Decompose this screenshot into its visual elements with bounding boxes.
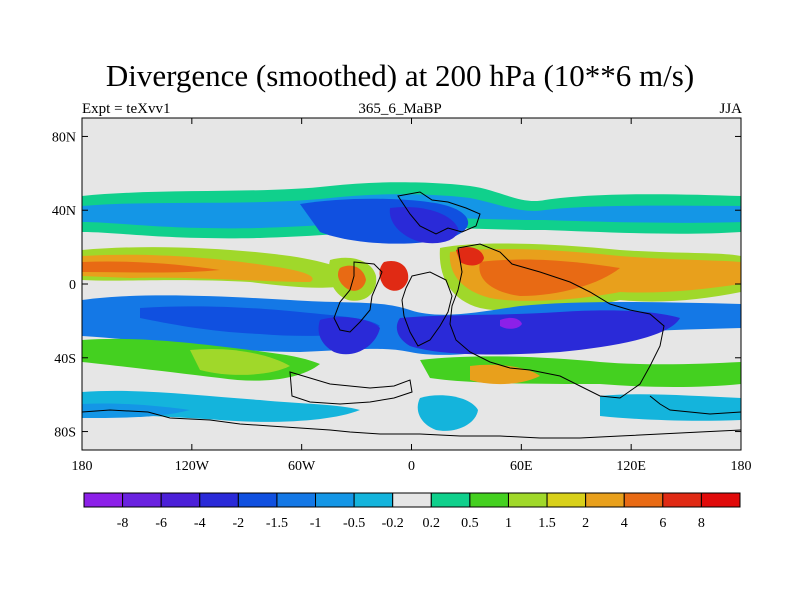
colorbar-label: -4	[194, 516, 206, 531]
y-tick-label: 40N	[52, 204, 76, 219]
contour-positive-small-core	[338, 265, 366, 291]
colorbar-swatch	[469, 492, 509, 508]
contour-positive-1.5-south	[190, 348, 290, 375]
y-tick-label: 0	[69, 278, 76, 293]
x-tick-label: 0	[408, 459, 415, 474]
colorbar-swatch	[276, 492, 317, 508]
colorbar-swatch	[585, 492, 625, 508]
colorbar-swatch	[315, 492, 355, 508]
contour-positive-6	[456, 247, 484, 266]
colorbar-swatch	[700, 492, 741, 508]
colorbar-label: -8	[117, 516, 129, 531]
colorbar-label: 4	[621, 516, 628, 531]
coastlines	[82, 191, 741, 439]
y-axis: 80N 40N 0 40S 80S	[52, 130, 741, 441]
map-field	[82, 118, 741, 450]
colorbar-swatch	[83, 492, 124, 508]
contour-negative-4-atlantic	[318, 317, 380, 355]
colorbar-label: -1	[310, 516, 322, 531]
colorbar-label: -6	[155, 516, 167, 531]
y-tick-label: 80S	[54, 426, 76, 441]
contour-positive-4	[82, 261, 220, 273]
contour-positive-africa	[379, 260, 409, 291]
colorbar-label: -1.5	[266, 516, 288, 531]
x-tick-label: 180	[731, 459, 752, 474]
colorbar-label: -0.2	[382, 516, 404, 531]
colorbar-swatch	[353, 492, 394, 508]
coastline-antarctic-peninsula	[289, 371, 413, 405]
colorbar-swatch	[662, 492, 702, 508]
colorbar-label: -2	[233, 516, 245, 531]
x-tick-label: 180	[72, 459, 93, 474]
colorbar-swatch	[199, 492, 239, 508]
x-tick-label: 120E	[616, 459, 646, 474]
coastline-antarctica-east	[649, 395, 741, 415]
run-label: 365_6_MaBP	[358, 101, 442, 117]
colorbar-swatch	[392, 492, 432, 508]
colorbar-label: 0.5	[461, 516, 479, 531]
colorbar-swatch	[122, 492, 162, 508]
colorbar-label: 0.2	[423, 516, 441, 531]
colorbar-label: 6	[659, 516, 666, 531]
contour-negative-0.5-south	[82, 403, 190, 418]
x-tick-label: 120W	[175, 459, 210, 474]
experiment-label: Expt = teXvv1	[82, 101, 171, 117]
coastline-africa	[401, 271, 453, 347]
contour-positive-4-east	[479, 259, 620, 296]
colorbar-swatch	[507, 492, 548, 508]
colorbar-label: 8	[698, 516, 705, 531]
colorbar-swatch	[430, 492, 471, 508]
contour-negative-4	[389, 206, 459, 244]
y-tick-label: 80N	[52, 130, 76, 145]
contour-negative-0.2-sw	[417, 395, 478, 431]
colorbar-swatch	[237, 492, 278, 508]
chart-title: Divergence (smoothed) at 200 hPa (10**6 …	[105, 58, 695, 93]
coastline-asia-australia	[449, 243, 665, 399]
coastline-antarctica	[82, 409, 741, 439]
contour-negative-0.2-se	[600, 394, 741, 421]
colorbar-swatch	[546, 492, 587, 508]
colorbar-label: -0.5	[343, 516, 365, 531]
coastline-south-america	[333, 261, 383, 333]
contour-negative-4-south	[396, 310, 680, 355]
coastline-europe	[397, 191, 481, 235]
season-label: JJA	[719, 101, 742, 117]
contour-negative-8	[500, 317, 522, 329]
x-tick-label: 60E	[510, 459, 533, 474]
colorbar-label: 1	[505, 516, 512, 531]
colorbar-label: 2	[582, 516, 589, 531]
x-axis: 180 120W 60W 0 60E 120E 180	[72, 118, 752, 474]
colorbar-swatch	[160, 492, 201, 508]
y-tick-label: 40S	[54, 352, 76, 367]
colorbar-label: 1.5	[538, 516, 556, 531]
x-tick-label: 60W	[288, 459, 316, 474]
colorbar-swatch	[623, 492, 664, 508]
colorbar: -8 -6 -4 -2 -1.5 -1 -0.5 -0.2 0.2 0.5 1 1.5 2 4 6 8	[83, 492, 741, 531]
